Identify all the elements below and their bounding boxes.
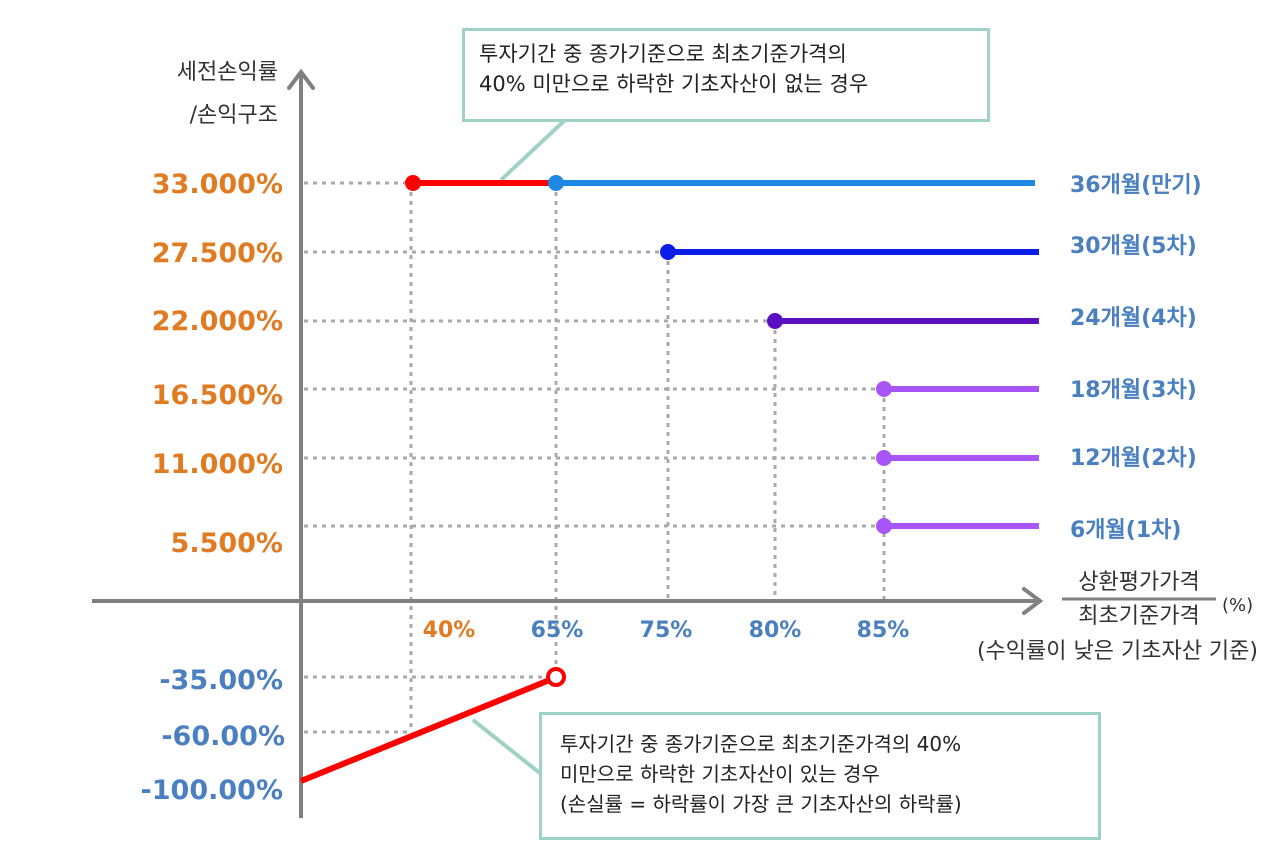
x-tick-labels: 40% 65% 75% 80% 85% [423,618,910,643]
axes [92,68,1044,818]
marker-6m [876,518,892,534]
series-label-12m: 12개월(2차) [1070,446,1197,471]
callout-no-knockin: 투자기간 중 종가기준으로 최초기준가격의 40% 미만으로 하락한 기초자산이… [462,28,990,122]
y-tick-neg35: -35.00% [159,665,283,696]
marker-loss-open [546,667,566,687]
callout-connectors [471,119,566,776]
y-tick-neg100: -100.00% [141,775,283,806]
callout-knockin-line2: 미만으로 하락한 기초자산이 있는 경우 [560,762,880,786]
callout-no-knockin-line1: 투자기간 중 종가기준으로 최초기준가격의 [479,42,847,66]
series-label-30m: 30개월(5차) [1070,234,1197,259]
y-tick-11: 11.000% [152,449,283,480]
callout-knockin: 투자기간 중 종가기준으로 최초기준가격의 40% 미만으로 하락한 기초자산이… [539,712,1101,840]
y-tick-22: 22.000% [152,306,283,337]
series-loss [299,676,554,784]
y-tick-neg60: -60.00% [161,721,285,752]
callout-knockin-line1: 투자기간 중 종가기준으로 최초기준가격의 40% [560,732,962,756]
y-axis-arrow-icon [287,68,315,90]
series-labels: 36개월(만기) 30개월(5차) 24개월(4차) 18개월(3차) 12개월… [1070,173,1202,543]
marker-36m [548,175,564,191]
marker-red-40 [405,175,421,191]
marker-30m [660,244,676,260]
series-label-6m: 6개월(1차) [1070,518,1181,543]
series-label-24m: 24개월(4차) [1070,306,1197,331]
y-axis-title-line1: 세전손익률 [177,60,278,85]
x-tick-85: 85% [857,618,910,643]
x-tick-65: 65% [531,618,584,643]
y-tick-labels: 33.000% 27.500% 22.000% 16.500% 11.000% … [141,169,285,806]
guide-lines [304,181,886,734]
x-tick-80: 80% [749,618,802,643]
markers [405,175,892,687]
marker-18m [876,381,892,397]
x-tick-40: 40% [423,618,476,643]
y-tick-5-5: 5.500% [171,528,283,559]
series-lines [299,180,1039,784]
x-axis-arrow-icon [1022,587,1044,615]
y-tick-33: 33.000% [152,169,283,200]
marker-24m [767,313,783,329]
x-axis-title-unit: (%) [1222,595,1253,616]
marker-12m [876,450,892,466]
series-label-36m: 36개월(만기) [1070,173,1202,198]
y-tick-27-5: 27.500% [152,238,283,269]
x-axis-title-numerator: 상환평가가격 [1078,570,1199,595]
callout-no-knockin-line2: 40% 미만으로 하락한 기초자산이 없는 경우 [479,72,869,96]
y-tick-16-5: 16.500% [152,380,283,411]
callout-knockin-line3: (손실률 = 하락률이 가장 큰 기초자산의 하락률) [560,792,962,816]
x-axis-title-note: (수익률이 낮은 기초자산 기준) [977,639,1258,664]
series-label-18m: 18개월(3차) [1070,378,1197,403]
y-axis-title-line2: /손익구조 [190,103,278,128]
x-axis-title-denominator: 최초기준가격 [1078,604,1199,629]
x-tick-75: 75% [640,618,693,643]
